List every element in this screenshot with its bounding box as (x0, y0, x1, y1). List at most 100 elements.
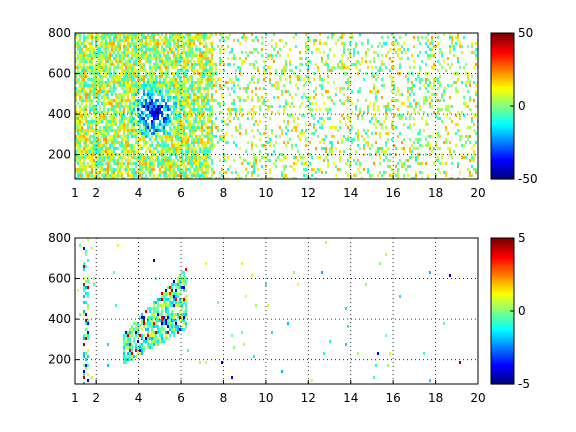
heatmap-cell (173, 168, 175, 171)
heatmap-cell (169, 78, 171, 81)
heatmap-cell (181, 313, 183, 316)
heatmap-cell (391, 66, 393, 69)
heatmap-cell (155, 138, 157, 141)
heatmap-cell (143, 135, 145, 138)
heatmap-cell (147, 162, 149, 165)
heatmap-cell (169, 328, 171, 331)
heatmap-cell (205, 72, 207, 75)
heatmap-cell (185, 54, 187, 57)
heatmap-cell (165, 72, 167, 75)
heatmap-cell (193, 42, 195, 45)
heatmap-cell (143, 340, 145, 343)
heatmap-cell (343, 63, 345, 66)
heatmap-cell (203, 69, 205, 72)
heatmap-cell (169, 292, 171, 295)
heatmap-cell (343, 117, 345, 120)
heatmap-cell (219, 102, 221, 105)
heatmap-cell (163, 292, 165, 295)
heatmap-cell (329, 340, 331, 343)
heatmap-cell (193, 60, 195, 63)
heatmap-cell (111, 33, 113, 36)
heatmap-cell (129, 33, 131, 36)
heatmap-cell (187, 168, 189, 171)
heatmap-cell (137, 78, 139, 81)
heatmap-cell (257, 129, 259, 132)
heatmap-cell (179, 54, 181, 57)
heatmap-cell (251, 114, 253, 117)
heatmap-cell (139, 66, 141, 69)
heatmap-cell (83, 334, 85, 337)
heatmap-cell (75, 51, 77, 54)
heatmap-cell (433, 84, 435, 87)
heatmap-cell (147, 36, 149, 39)
heatmap-cell (425, 42, 427, 45)
heatmap-cell (167, 114, 169, 117)
heatmap-cell (147, 102, 149, 105)
heatmap-cell (139, 63, 141, 66)
heatmap-cell (161, 313, 163, 316)
heatmap-cell (189, 93, 191, 96)
heatmap-cell (123, 93, 125, 96)
heatmap-cell (119, 114, 121, 117)
heatmap-cell (217, 126, 219, 129)
heatmap-cell (129, 102, 131, 105)
heatmap-cell (157, 108, 159, 111)
heatmap-cell (115, 39, 117, 42)
heatmap-cell (183, 280, 185, 283)
heatmap-cell (219, 171, 221, 174)
heatmap-cell (163, 105, 165, 108)
heatmap-cell (417, 75, 419, 78)
heatmap-cell (411, 156, 413, 159)
heatmap-cell (179, 39, 181, 42)
heatmap-cell (123, 90, 125, 93)
heatmap-cell (139, 144, 141, 147)
heatmap-cell (217, 177, 219, 179)
heatmap-cell (185, 63, 187, 66)
heatmap-cell (193, 93, 195, 96)
heatmap-cell (181, 123, 183, 126)
heatmap-cell (107, 57, 109, 60)
heatmap-cell (135, 102, 137, 105)
heatmap-cell (415, 147, 417, 150)
heatmap-cell (141, 328, 143, 331)
heatmap-cell (113, 45, 115, 48)
heatmap-cell (145, 153, 147, 156)
heatmap-cell (181, 325, 183, 328)
heatmap-cell (197, 48, 199, 51)
heatmap-cell (85, 168, 87, 171)
heatmap-cell (167, 138, 169, 141)
heatmap-cell (139, 60, 141, 63)
heatmap-cell (83, 370, 85, 373)
heatmap-cell (129, 352, 131, 355)
heatmap-cell (173, 99, 175, 102)
heatmap-cell (277, 96, 279, 99)
heatmap-cell (121, 156, 123, 159)
heatmap-cell (193, 156, 195, 159)
heatmap-cell (445, 141, 447, 144)
heatmap-cell (85, 84, 87, 87)
heatmap-cell (149, 162, 151, 165)
heatmap-cell (133, 36, 135, 39)
heatmap-cell (215, 135, 217, 138)
heatmap-cell (105, 75, 107, 78)
colorbar-swatch (491, 363, 514, 367)
heatmap-cell (107, 171, 109, 174)
heatmap-cell (123, 57, 125, 60)
heatmap-cell (177, 81, 179, 84)
heatmap-cell (201, 120, 203, 123)
heatmap-cell (99, 141, 101, 144)
heatmap-cell (153, 51, 155, 54)
heatmap-cell (155, 84, 157, 87)
heatmap-cell (185, 141, 187, 144)
heatmap-cell (135, 39, 137, 42)
heatmap-cell (237, 84, 239, 87)
heatmap-cell (433, 45, 435, 48)
heatmap-cell (193, 105, 195, 108)
heatmap-cell (85, 141, 87, 144)
heatmap-cell (89, 42, 91, 45)
heatmap-cell (457, 111, 459, 114)
heatmap-cell (147, 114, 149, 117)
heatmap-cell (129, 328, 131, 331)
heatmap-cell (207, 63, 209, 66)
heatmap-cell (101, 162, 103, 165)
